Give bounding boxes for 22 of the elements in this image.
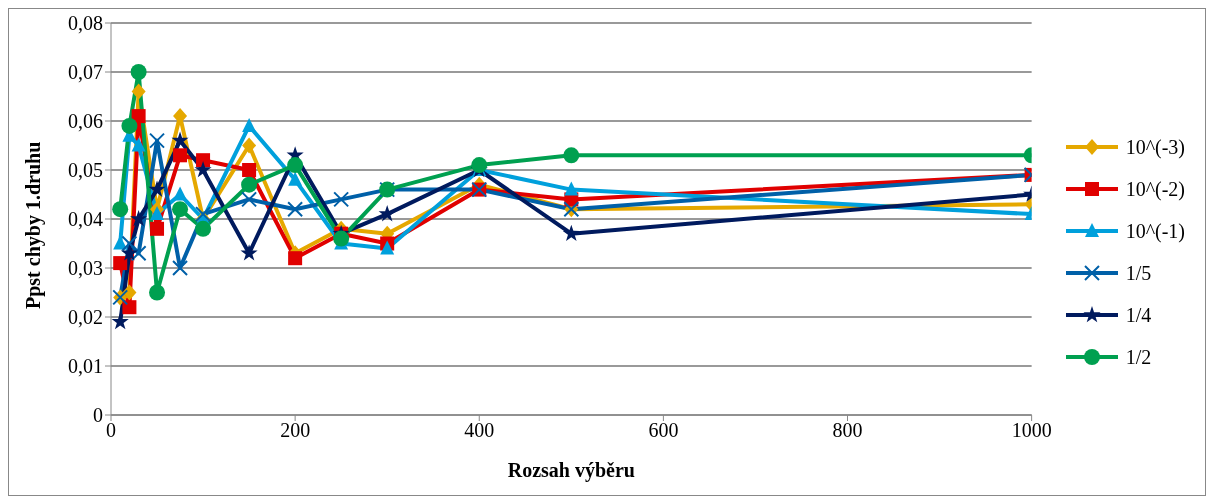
legend-label: 1/5 [1125,261,1152,285]
y-tick-label: 0,03 [68,257,103,280]
y-tick-label: 0,08 [68,12,103,35]
y-tick-label: 0 [93,404,103,427]
y-tick-label: 0,01 [68,355,103,378]
legend-label: 1/4 [1125,303,1152,327]
y-tick-label: 0,05 [68,159,103,182]
legend-label: 1/2 [1125,345,1152,369]
legend-label: 10^(-3) [1125,135,1185,159]
x-tick-label: 800 [832,419,863,442]
x-axis-title: Rozsah výběru [507,459,635,482]
legend-label: 10^(-2) [1125,177,1185,201]
legend-label: 10^(-1) [1125,219,1185,243]
y-tick-label: 0,04 [68,208,103,231]
x-tick-label: 1000 [1011,419,1052,442]
x-tick-label: 400 [464,419,495,442]
y-tick-label: 0,02 [68,306,103,329]
y-tick-label: 0,06 [68,110,103,133]
x-tick-label: 200 [280,419,311,442]
x-tick-label: 600 [648,419,679,442]
y-axis-title: Ppst chyby 1.druhu [22,141,46,309]
y-tick-label: 0,07 [68,61,103,84]
